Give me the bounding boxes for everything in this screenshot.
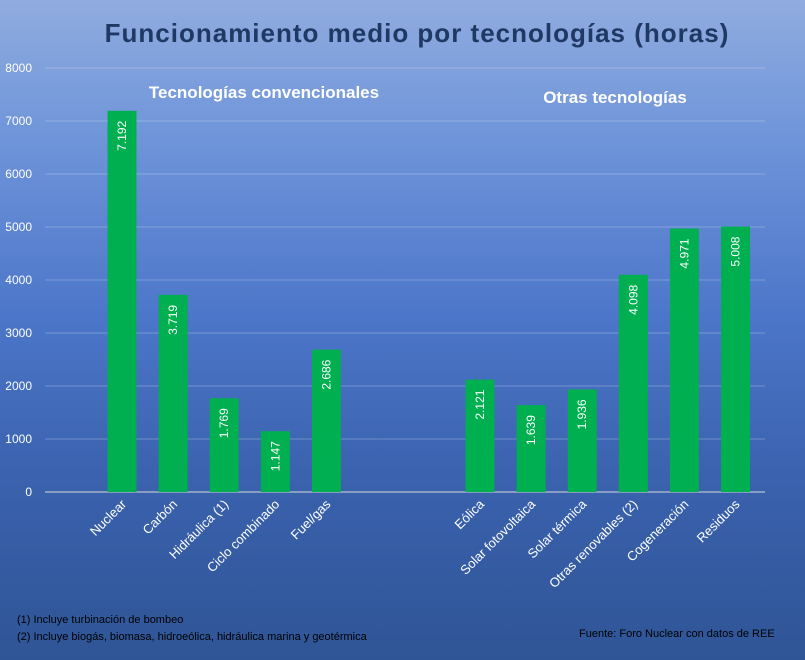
bar bbox=[465, 379, 495, 492]
data-label: 7.192 bbox=[115, 120, 129, 150]
group-label-other: Otras tecnologías bbox=[543, 88, 687, 107]
y-tick-label: 6000 bbox=[5, 167, 32, 181]
data-label: 2.121 bbox=[473, 389, 487, 419]
data-label: 4.098 bbox=[626, 284, 640, 314]
data-label: 1.769 bbox=[217, 408, 231, 438]
data-label: 4.971 bbox=[677, 238, 691, 268]
y-axis-ticks: 0 1000 2000 3000 4000 5000 6000 7000 8000 bbox=[5, 61, 32, 499]
bar bbox=[721, 226, 750, 493]
bar bbox=[107, 110, 137, 492]
data-label: 5.008 bbox=[729, 236, 743, 266]
y-tick-label: 2000 bbox=[5, 379, 32, 393]
y-tick-label: 4000 bbox=[5, 273, 32, 287]
data-label: 3.719 bbox=[166, 305, 180, 335]
y-tick-label: 8000 bbox=[5, 61, 32, 75]
bar bbox=[158, 294, 188, 492]
bar bbox=[618, 274, 648, 492]
y-tick-label: 5000 bbox=[5, 220, 32, 234]
x-tick-label: Eólica bbox=[451, 496, 487, 532]
y-tick-label: 0 bbox=[25, 485, 32, 499]
data-label: 1.147 bbox=[268, 441, 282, 471]
x-tick-label: Otras renovables (2) bbox=[546, 497, 640, 591]
y-tick-label: 3000 bbox=[5, 326, 32, 340]
x-tick-label: Nuclear bbox=[87, 496, 130, 539]
source-note: Fuente: Foro Nuclear con datos de REE bbox=[579, 628, 775, 640]
footnote-1: (1) Incluye turbinación de bombeo bbox=[17, 614, 183, 626]
bar bbox=[311, 349, 341, 492]
group-label-conventional: Tecnologías convencionales bbox=[149, 83, 379, 102]
bar bbox=[260, 431, 290, 492]
bar bbox=[669, 228, 699, 493]
x-tick-label: Fuel/gas bbox=[288, 496, 334, 542]
y-tick-label: 1000 bbox=[5, 432, 32, 446]
x-tick-label: Carbón bbox=[139, 497, 180, 538]
data-label: 1.936 bbox=[575, 399, 589, 429]
chart-title: Funcionamiento medio por tecnologías (ho… bbox=[105, 18, 730, 48]
data-label: 2.686 bbox=[319, 359, 333, 389]
bar bbox=[516, 405, 546, 492]
gridlines bbox=[45, 67, 765, 493]
x-tick-label: Residuos bbox=[694, 496, 743, 545]
bar bbox=[567, 389, 597, 492]
footnote-2: (2) Incluye biogás, biomasa, hidroeólica… bbox=[17, 631, 368, 643]
y-tick-label: 7000 bbox=[5, 114, 32, 128]
bars: 7.192 3.719 1.769 1.147 2.686 2.121 1.639 1.936… bbox=[107, 110, 750, 493]
bar bbox=[209, 398, 239, 492]
data-label: 1.639 bbox=[524, 415, 538, 445]
